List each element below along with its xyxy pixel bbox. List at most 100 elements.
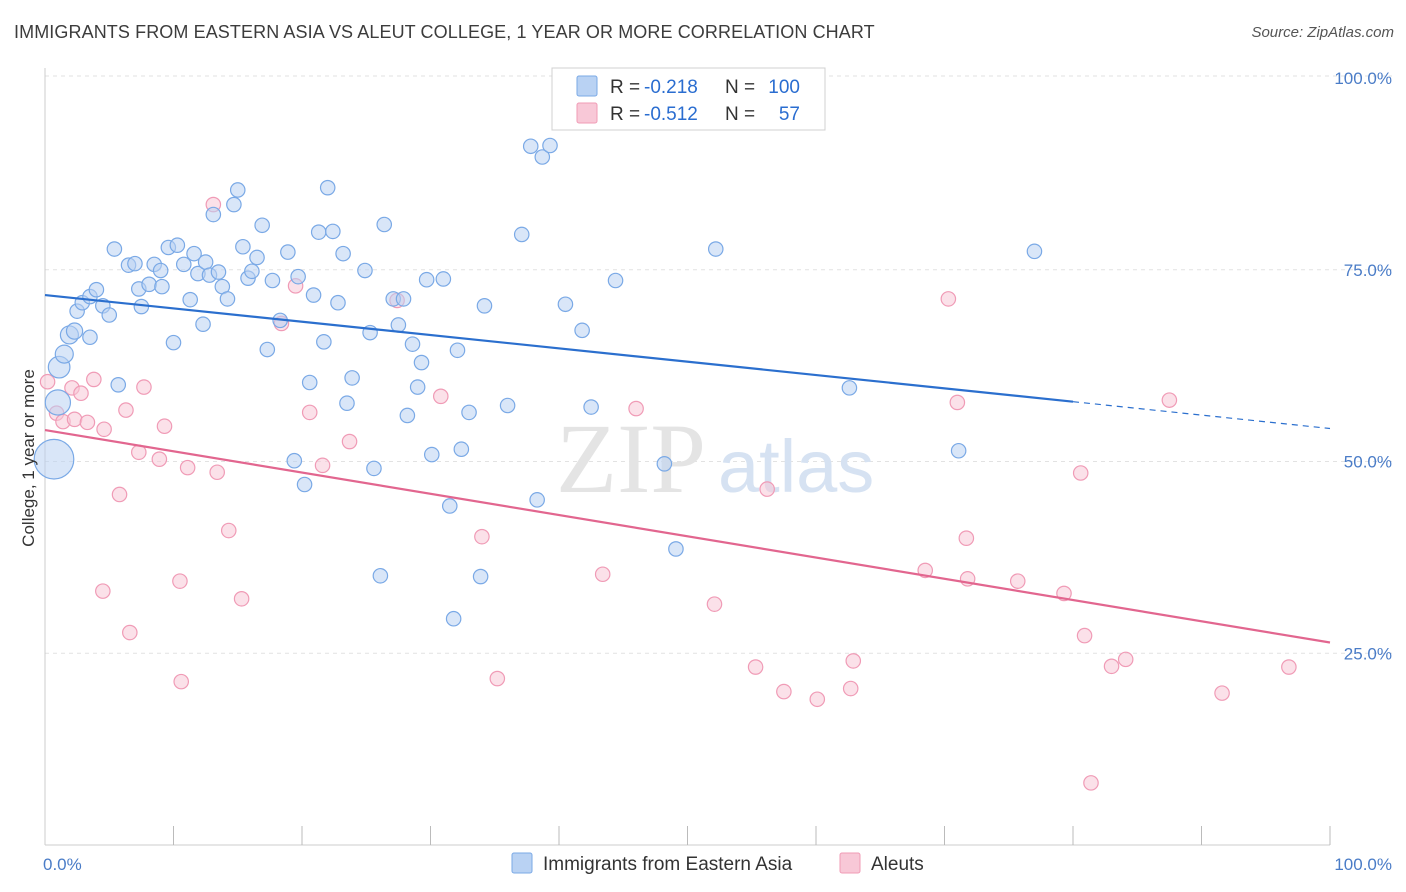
eastern-asia-point-68	[395, 291, 412, 307]
aleut-point-36	[747, 659, 764, 675]
eastern-asia-point-14	[110, 376, 127, 393]
eastern-asia-point-58	[335, 245, 351, 262]
legend-r-label-2: R =	[610, 104, 640, 125]
eastern-asia-point-75	[435, 271, 452, 287]
eastern-asia-point-64	[372, 567, 389, 584]
aleut-point-11	[118, 402, 134, 418]
eastern-asia-point-53	[310, 224, 327, 240]
eastern-asia-point-93	[656, 456, 673, 472]
eastern-asia-point-52	[305, 287, 322, 303]
aleut-trend-line	[44, 428, 1331, 644]
eastern-asia-point-42	[249, 249, 265, 266]
aleut-point-33	[594, 566, 611, 583]
eastern-asia-point-16	[127, 255, 143, 272]
eastern-asia-point-77	[445, 610, 462, 627]
eastern-asia-point-94	[668, 541, 684, 557]
eastern-asia-point-79	[453, 441, 470, 458]
watermark-atlas: atlas	[718, 425, 874, 508]
legend-label-eastern-asia: Immigrants from Eastern Asia	[543, 854, 793, 875]
eastern-asia-point-97	[950, 442, 967, 459]
legend-n-value-1: 100	[768, 77, 800, 98]
eastern-asia-point-30	[195, 316, 211, 333]
eastern-asia-point-31	[197, 254, 214, 270]
watermark-zip: ZIP	[556, 403, 706, 514]
source-credit: Source: ZipAtlas.com	[1251, 24, 1394, 41]
aleut-point-56	[1083, 775, 1099, 791]
aleut-point-39	[809, 691, 826, 708]
eastern-asia-point-27	[182, 291, 199, 308]
aleut-point-43	[940, 291, 957, 307]
aleut-point-6	[79, 414, 96, 431]
legend-swatch-aleuts	[839, 852, 861, 874]
eastern-asia-point-50	[296, 476, 313, 493]
eastern-asia-point-22	[154, 278, 170, 295]
aleut-point-19	[179, 459, 196, 476]
eastern-asia-point-81	[472, 568, 489, 585]
eastern-asia-point-72	[413, 354, 430, 371]
eastern-asia-point-51	[301, 374, 318, 391]
legend-label-aleuts: Aleuts	[871, 854, 924, 875]
chart-title: IMMIGRANTS FROM EASTERN ASIA VS ALEUT CO…	[14, 22, 875, 42]
aleut-point-9	[95, 583, 111, 599]
eastern-asia-point-61	[357, 262, 373, 279]
eastern-asia-point-90	[574, 322, 590, 339]
eastern-asia-point-91	[583, 399, 599, 415]
eastern-asia-point-80	[461, 404, 477, 421]
aleut-point-12	[122, 624, 138, 641]
eastern-asia-point-98	[1026, 243, 1043, 260]
eastern-asia-point-9	[82, 329, 98, 346]
aleut-point-17	[172, 573, 188, 589]
eastern-asia-point-73	[418, 271, 435, 288]
eastern-asia-point-0	[33, 438, 75, 480]
x-tick-label-100: 100.0%	[1334, 855, 1392, 874]
eastern-asia-point-69	[399, 407, 416, 424]
eastern-asia-point-85	[522, 138, 539, 155]
eastern-asia-point-10	[88, 281, 105, 298]
eastern-asia-point-13	[106, 241, 123, 257]
eastern-asia-point-1	[44, 389, 72, 416]
eastern-asia-point-78	[449, 342, 466, 359]
legend-r-label-1: R =	[610, 77, 640, 98]
eastern-asia-point-84	[513, 226, 530, 243]
tick-labels: 25.0% 50.0% 75.0% 100.0% 0.0% 100.0%	[43, 69, 1392, 874]
aleut-point-50	[1076, 627, 1093, 644]
eastern-asia-point-21	[152, 262, 169, 279]
legend-r-value-1: -0.218	[644, 77, 698, 98]
eastern-asia-point-26	[175, 256, 192, 273]
aleut-point-23	[233, 590, 250, 607]
eastern-asia-point-92	[607, 272, 624, 289]
aleut-point-37	[759, 481, 775, 497]
aleut-point-54	[1214, 685, 1230, 701]
eastern-asia-point-56	[325, 223, 341, 240]
aleut-point-38	[776, 683, 792, 700]
eastern-asia-point-41	[244, 263, 260, 280]
legend-swatch-pink	[576, 102, 598, 124]
eastern-asia-point-5	[65, 322, 84, 340]
eastern-asia-point-87	[534, 149, 551, 165]
eastern-asia-point-65	[376, 216, 393, 233]
eastern-asia-point-70	[404, 336, 421, 352]
eastern-asia-point-19	[141, 276, 157, 293]
eastern-asia-point-74	[423, 446, 440, 463]
eastern-asia-point-95	[707, 241, 724, 257]
aleut-point-51	[1103, 658, 1120, 675]
eastern-asia-point-83	[499, 397, 516, 414]
legend-swatch-eastern-asia	[511, 852, 533, 874]
aleut-point-21	[209, 464, 225, 481]
eastern-asia-point-24	[165, 334, 182, 351]
eastern-asia-point-88	[542, 137, 558, 154]
eastern-asia-points	[33, 137, 1043, 627]
trend-lines	[44, 293, 1331, 644]
aleut-point-0	[39, 373, 56, 390]
eastern-asia-point-89	[557, 296, 574, 313]
legend-n-label-1: N =	[725, 77, 755, 98]
legend-n-label-2: N =	[725, 104, 755, 125]
y-tick-label-100: 100.0%	[1334, 69, 1392, 88]
aleut-point-32	[489, 670, 506, 687]
eastern-asia-point-82	[476, 297, 493, 314]
eastern-asia-point-60	[344, 370, 360, 386]
aleut-point-49	[1072, 465, 1089, 481]
eastern-asia-point-44	[259, 341, 276, 358]
eastern-asia-point-86	[529, 492, 545, 508]
eastern-asia-point-39	[235, 238, 251, 255]
